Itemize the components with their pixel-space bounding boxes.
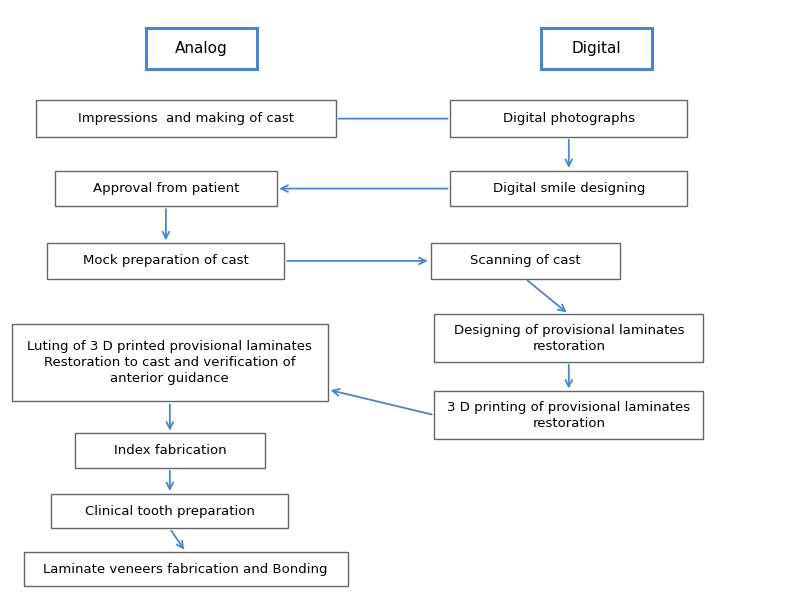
FancyBboxPatch shape: [36, 100, 336, 137]
Text: Luting of 3 D printed provisional laminates
Restoration to cast and verification: Luting of 3 D printed provisional lamina…: [28, 340, 312, 385]
Text: Index fabrication: Index fabrication: [114, 444, 226, 457]
FancyBboxPatch shape: [24, 552, 348, 586]
Text: Analog: Analog: [175, 41, 228, 56]
Text: Designing of provisional laminates
restoration: Designing of provisional laminates resto…: [453, 324, 684, 352]
FancyBboxPatch shape: [146, 28, 257, 69]
Text: Impressions  and making of cast: Impressions and making of cast: [77, 112, 294, 125]
Text: Scanning of cast: Scanning of cast: [470, 254, 581, 267]
FancyBboxPatch shape: [47, 243, 284, 279]
Text: Approval from patient: Approval from patient: [92, 182, 239, 195]
FancyBboxPatch shape: [541, 28, 652, 69]
Text: Digital: Digital: [572, 41, 621, 56]
Text: Laminate veneers fabrication and Bonding: Laminate veneers fabrication and Bonding: [43, 563, 328, 576]
Text: Mock preparation of cast: Mock preparation of cast: [83, 254, 249, 267]
FancyBboxPatch shape: [450, 171, 687, 206]
FancyBboxPatch shape: [435, 391, 703, 439]
Text: Digital photographs: Digital photographs: [502, 112, 635, 125]
Text: Clinical tooth preparation: Clinical tooth preparation: [85, 505, 255, 518]
Text: 3 D printing of provisional laminates
restoration: 3 D printing of provisional laminates re…: [447, 401, 690, 429]
FancyBboxPatch shape: [450, 100, 687, 137]
FancyBboxPatch shape: [12, 324, 328, 401]
FancyBboxPatch shape: [431, 243, 620, 279]
FancyBboxPatch shape: [51, 494, 288, 528]
Text: Digital smile designing: Digital smile designing: [493, 182, 645, 195]
FancyBboxPatch shape: [435, 314, 703, 362]
FancyBboxPatch shape: [75, 433, 265, 468]
FancyBboxPatch shape: [55, 171, 276, 206]
